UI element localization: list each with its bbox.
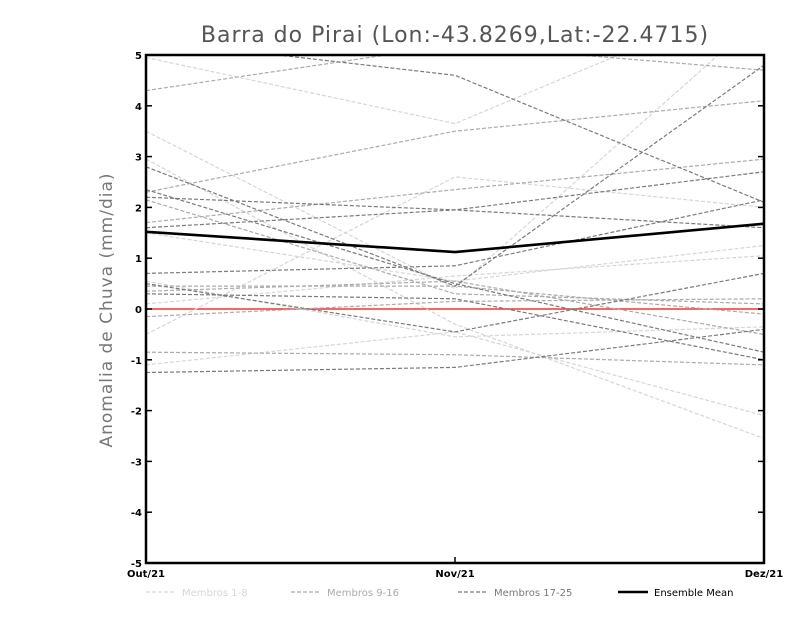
- member-line-24: [146, 328, 764, 374]
- legend-label: Membros 9-16: [327, 588, 399, 599]
- plot-frame: [144, 53, 766, 565]
- y-tick-label: -5: [131, 559, 142, 570]
- member-line-14: [146, 298, 764, 318]
- y-tick-label: 3: [135, 153, 142, 164]
- legend-label: Membros 1-8: [182, 588, 248, 599]
- member-line-25: [146, 293, 764, 361]
- member-line-7: [146, 331, 764, 417]
- member-line-15: [146, 351, 764, 366]
- legend-label: Membros 17-25: [494, 588, 572, 599]
- member-line-6: [146, 176, 764, 335]
- member-line-3: [146, 158, 764, 440]
- x-tick-label: Nov/21: [435, 569, 474, 580]
- y-tick-label: 2: [135, 203, 142, 214]
- member-line-16: [146, 280, 764, 335]
- y-tick-label: -1: [131, 356, 142, 367]
- member-line-12: [146, 199, 764, 305]
- ensemble-mean-line: [146, 222, 764, 254]
- member-line-10: [146, 100, 764, 193]
- member-line-18: [146, 64, 764, 287]
- x-tick-label: Dez/21: [745, 569, 784, 580]
- y-tick-label: 5: [135, 51, 142, 62]
- member-line-22: [146, 199, 764, 274]
- chart-title: Barra do Pirai (Lon:-43.8269,Lat:-22.471…: [201, 23, 709, 48]
- y-axis-label: Anomalia de Chuva (mm/dia): [97, 172, 117, 447]
- member-line-2: [146, 55, 720, 290]
- y-tick-label: 0: [135, 305, 142, 316]
- y-axis-ticks: -5 -4 -3 -2 -1 0 1 2 3 4 5: [131, 51, 764, 570]
- member-line-4: [146, 232, 764, 282]
- x-tick-label: Out/21: [127, 569, 165, 580]
- legend: Membros 1-8 Membros 9-16 Membros 17-25 Ense…: [146, 588, 733, 599]
- plot-lines: [146, 55, 764, 440]
- y-tick-label: -2: [131, 407, 142, 418]
- member-line-9: [146, 55, 764, 92]
- member-line-23: [146, 272, 764, 333]
- member-line-11: [146, 158, 764, 224]
- x-axis-ticks: Out/21 Nov/21 Dez/21: [127, 557, 783, 580]
- member-line-1: [146, 55, 621, 125]
- y-tick-label: -4: [131, 508, 142, 519]
- member-line-21: [146, 171, 764, 229]
- y-tick-label: -3: [131, 457, 142, 468]
- y-tick-label: 4: [135, 102, 142, 113]
- member-line-5: [146, 255, 764, 305]
- legend-label: Ensemble Mean: [654, 588, 733, 599]
- y-tick-label: 1: [135, 254, 142, 265]
